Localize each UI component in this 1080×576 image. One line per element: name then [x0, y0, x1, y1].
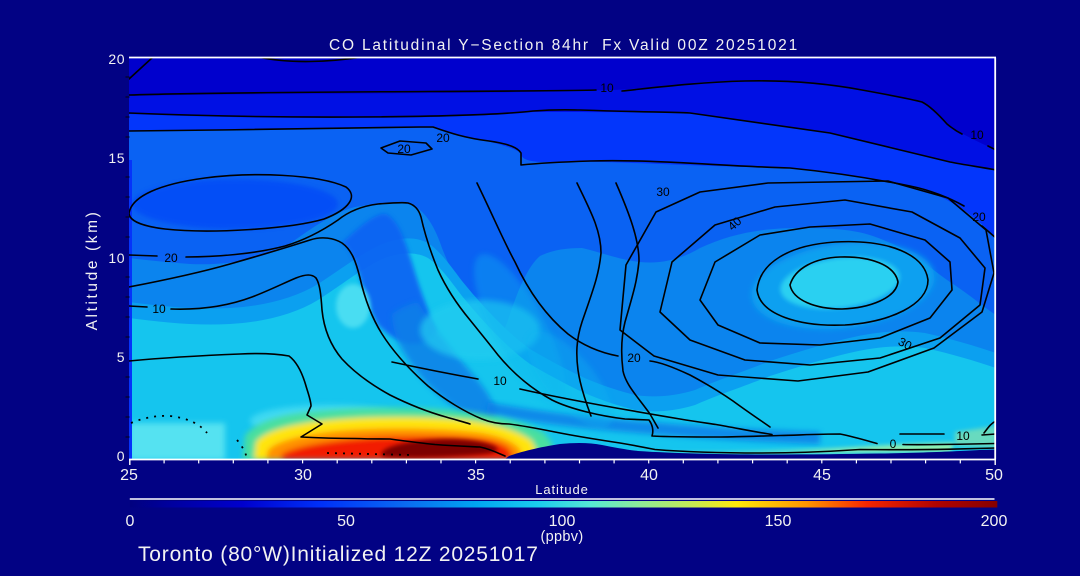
svg-text:40: 40: [640, 467, 658, 484]
svg-text:0: 0: [890, 437, 897, 451]
svg-text:15: 15: [108, 150, 125, 166]
svg-text:CO Latitudinal Y−Section 84hr: CO Latitudinal Y−Section 84hr Fx Valid 0…: [329, 37, 799, 54]
svg-text:100: 100: [549, 513, 576, 530]
svg-text:0: 0: [117, 448, 125, 464]
svg-text:200: 200: [981, 513, 1008, 530]
svg-text:30: 30: [896, 334, 915, 353]
svg-text:0: 0: [126, 513, 135, 530]
svg-text:10: 10: [956, 429, 970, 443]
svg-text:20: 20: [627, 351, 641, 365]
svg-text:150: 150: [765, 513, 792, 530]
svg-text:20: 20: [436, 131, 450, 145]
svg-text:Toronto (80°W)Initialized 12Z: Toronto (80°W)Initialized 12Z 20251017: [138, 543, 539, 566]
svg-text:Latitude: Latitude: [535, 482, 588, 497]
svg-text:20: 20: [164, 251, 178, 265]
svg-text:45: 45: [813, 467, 831, 484]
svg-text:10: 10: [970, 128, 984, 142]
svg-text:30: 30: [656, 185, 670, 199]
svg-text:20: 20: [397, 142, 411, 156]
svg-text:10: 10: [108, 250, 125, 266]
svg-text:25: 25: [120, 467, 138, 484]
svg-text:10: 10: [600, 81, 614, 95]
svg-text:35: 35: [467, 467, 485, 484]
svg-text:20: 20: [972, 210, 986, 224]
svg-text:20: 20: [108, 51, 125, 67]
svg-text:Altitude (km): Altitude (km): [84, 210, 101, 331]
svg-text:10: 10: [152, 302, 166, 316]
svg-text:5: 5: [117, 349, 125, 365]
svg-text:30: 30: [294, 467, 312, 484]
svg-text:10: 10: [493, 374, 507, 388]
svg-text:50: 50: [985, 467, 1003, 484]
svg-text:(ppbv): (ppbv): [541, 529, 584, 545]
svg-text:50: 50: [337, 513, 355, 530]
